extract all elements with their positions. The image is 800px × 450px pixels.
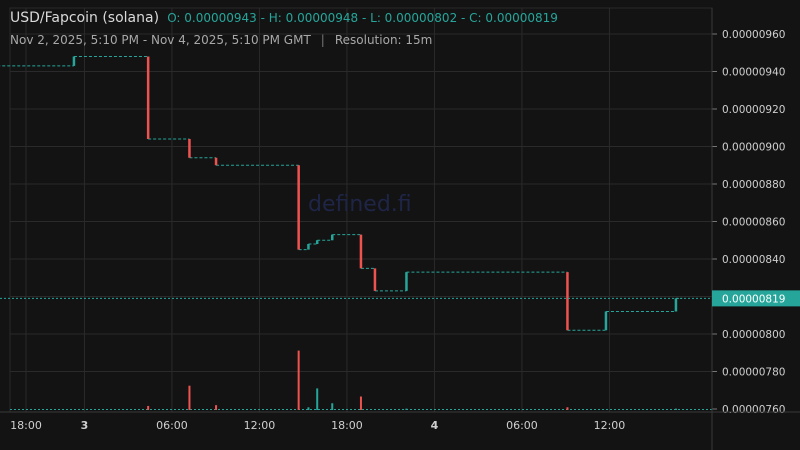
candle-body — [604, 311, 608, 331]
separator: | — [320, 33, 325, 47]
candle-bodies — [72, 56, 678, 331]
candle-body — [72, 56, 76, 66]
volume-bar — [331, 403, 334, 410]
candle-body — [315, 240, 319, 244]
watermark: defined.fi — [308, 192, 412, 217]
candle-body — [214, 157, 218, 166]
candle-body — [359, 234, 363, 269]
volume-bar — [307, 407, 310, 410]
volume-bar — [316, 388, 319, 410]
x-tick-label: 18:00 — [10, 419, 42, 432]
volume-bar — [297, 350, 300, 410]
x-tick-label: 4 — [431, 419, 439, 432]
ohlc-readout: O: 0.00000943 - H: 0.00000948 - L: 0.000… — [167, 11, 558, 25]
last-price-badge — [712, 290, 800, 307]
x-tick-label: 06:00 — [506, 419, 538, 432]
price-steps — [0, 56, 683, 331]
y-tick-label: 0.00000960 — [722, 29, 785, 41]
y-tick-label: 0.00000780 — [722, 367, 785, 379]
y-tick-label: 0.00000760 — [722, 404, 785, 416]
volume-bar — [188, 385, 191, 410]
volume-bars — [10, 350, 712, 410]
candle-body — [307, 244, 310, 250]
candle-body — [331, 234, 334, 241]
x-tick-label: 12:00 — [594, 419, 626, 432]
chart-header: USD/Fapcoin (solana) O: 0.00000943 - H: … — [10, 10, 558, 26]
candle-body — [297, 165, 300, 250]
y-tick-label: 0.00000940 — [722, 67, 785, 79]
y-tick-label: 0.00000880 — [722, 179, 785, 191]
y-tick-label: 0.00000840 — [722, 254, 785, 266]
candle-body — [566, 272, 569, 331]
candle-body — [146, 56, 150, 139]
candle-body — [674, 298, 678, 312]
candle-body — [188, 139, 191, 158]
candle-body — [405, 272, 408, 291]
candle-body — [373, 268, 377, 291]
symbol-title: USD/Fapcoin (solana) — [10, 10, 160, 26]
y-tick-label: 0.00000920 — [722, 104, 785, 116]
y-tick-label: 0.00000900 — [722, 142, 785, 154]
resolution-label: Resolution: 15m — [334, 33, 433, 47]
axes: 0.000007600.000007800.000008000.00000820… — [0, 8, 800, 450]
volume-bar — [674, 408, 677, 410]
chart-subheader: Nov 2, 2025, 5:10 PM - Nov 4, 2025, 5:10… — [10, 33, 432, 47]
last-price-label: 0.00000819 — [722, 293, 785, 305]
volume-bar — [405, 408, 408, 410]
volume-bar — [215, 405, 218, 410]
grid-lines — [9, 7, 713, 413]
y-tick-label: 0.00000860 — [722, 217, 785, 229]
volume-bar — [359, 396, 362, 410]
x-tick-label: 18:00 — [331, 419, 363, 432]
volume-bar — [147, 405, 150, 410]
x-tick-label: 06:00 — [156, 419, 188, 432]
x-tick-label: 12:00 — [244, 419, 276, 432]
x-tick-label: 3 — [81, 419, 89, 432]
volume-bar — [566, 407, 569, 410]
y-tick-label: 0.00000800 — [722, 329, 785, 341]
date-range: Nov 2, 2025, 5:10 PM - Nov 4, 2025, 5:10… — [10, 33, 311, 47]
